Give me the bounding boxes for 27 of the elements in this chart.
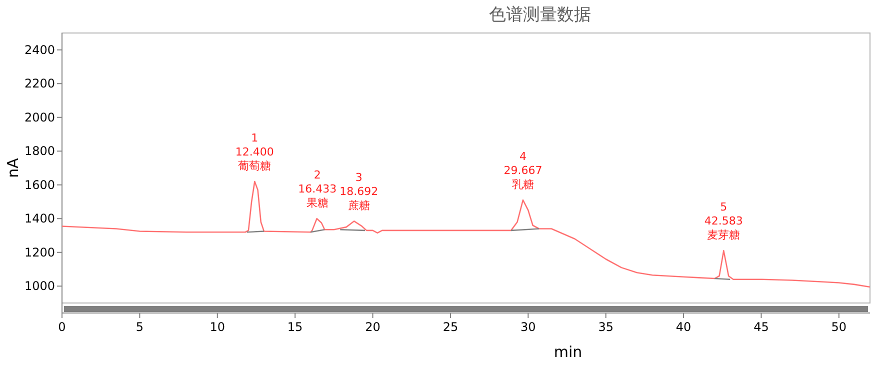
x-tick-label: 0 xyxy=(58,320,66,334)
annotation: 1 12.400 葡萄糖 xyxy=(235,132,274,172)
chart-title: 色谱测量数据 xyxy=(489,5,591,25)
y-tick-label: 1400 xyxy=(24,212,55,226)
x-tick-label: 10 xyxy=(210,320,226,334)
annotation: 3 18.692 蔗糖 xyxy=(340,171,378,212)
x-tick-label: 25 xyxy=(442,320,458,334)
y-tick-label: 2000 xyxy=(24,110,55,124)
x-tick-label: 35 xyxy=(598,320,614,334)
y-tick-label: 1600 xyxy=(24,178,55,192)
x-tick-label: 40 xyxy=(676,320,692,334)
y-tick-label: 2200 xyxy=(24,76,55,91)
x-tick-label: 45 xyxy=(754,320,769,334)
annotation: 2 16.433 果糖 xyxy=(298,168,337,210)
y-tick-label: 1000 xyxy=(24,279,55,294)
x-tick-label: 50 xyxy=(831,320,847,334)
annotation: 4 29.667 乳糖 xyxy=(504,150,542,192)
x-tick-label: 5 xyxy=(136,320,144,334)
y-tick-label: 1800 xyxy=(24,144,55,158)
annotation: 5 42.583 麦芽糖 xyxy=(704,200,743,242)
y-axis-title: nA xyxy=(4,157,22,178)
y-tick-label: 1200 xyxy=(24,245,55,260)
x-tick-label: 15 xyxy=(287,320,303,334)
x-tick-label: 20 xyxy=(365,320,380,334)
x-tick-label: 30 xyxy=(520,320,536,334)
x-axis-title: min xyxy=(554,343,582,361)
y-tick-label: 2400 xyxy=(24,42,55,57)
